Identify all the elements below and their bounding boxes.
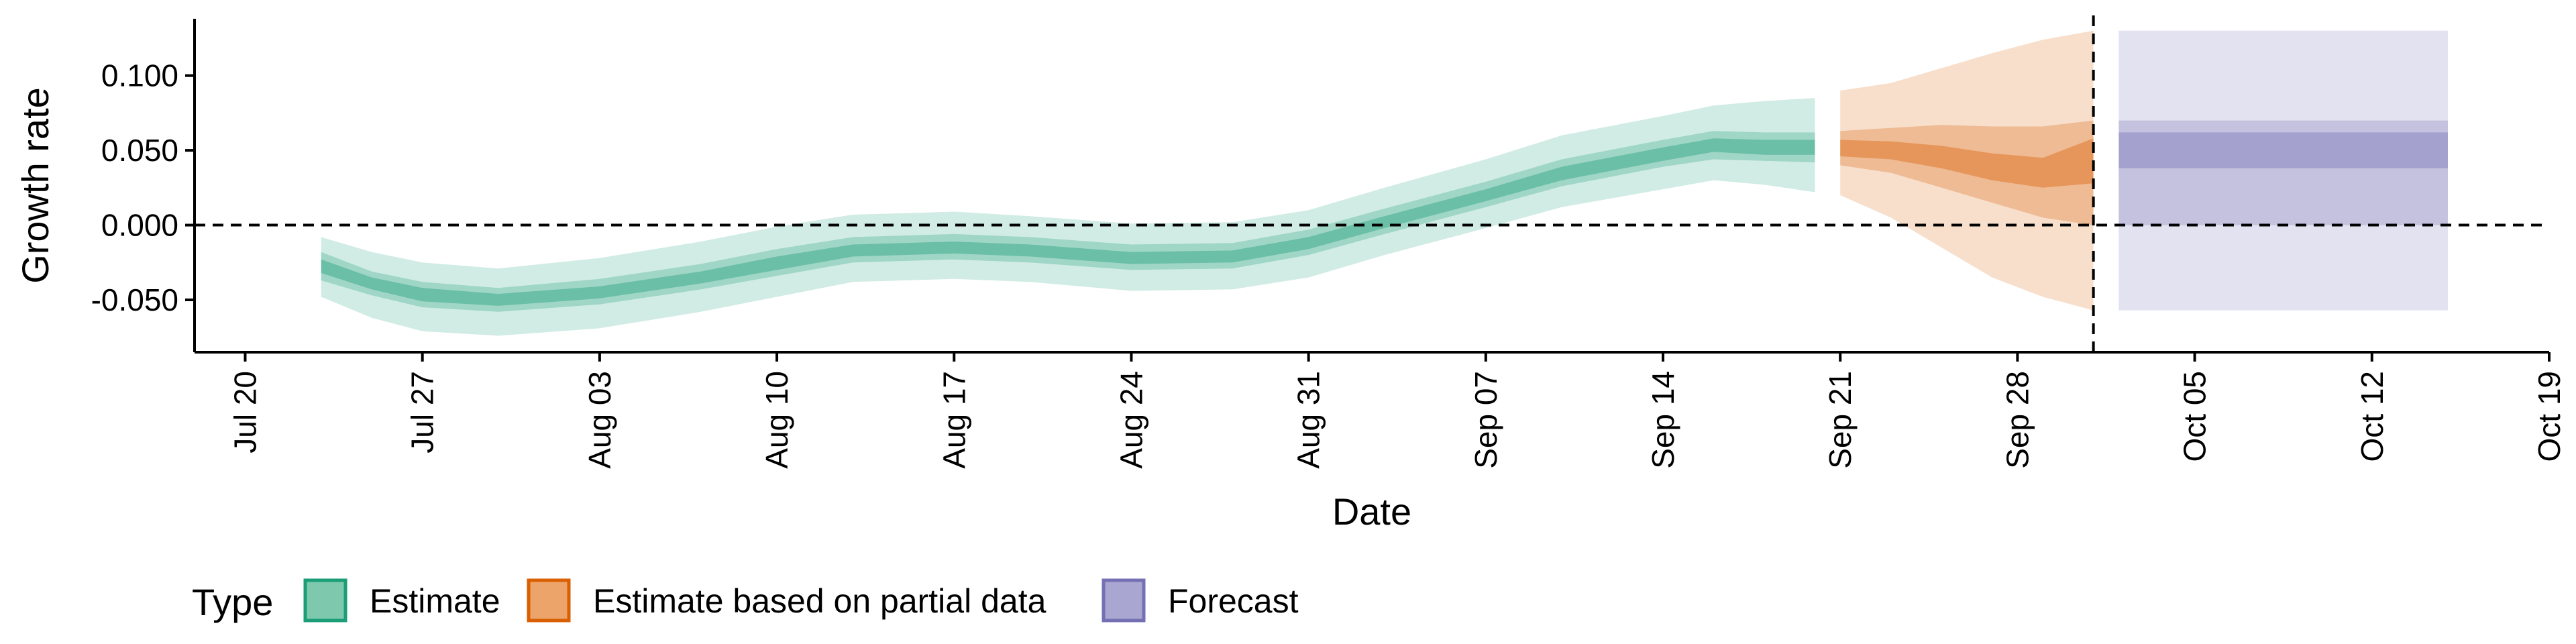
legend-item-estimate: Estimate	[303, 578, 500, 623]
x-tick-label: Jul 27	[405, 371, 440, 453]
legend: Type Estimate Estimate based on partial da…	[192, 578, 1299, 623]
legend-label: Forecast	[1168, 582, 1299, 620]
legend-label: Estimate based on partial data	[593, 582, 1046, 620]
x-tick-label: Sep 28	[2000, 371, 2035, 469]
x-tick-label: Aug 17	[936, 371, 971, 469]
x-tick-label: Sep 14	[1646, 371, 1680, 469]
legend-item-estimate-based-on-partial-data: Estimate based on partial data	[527, 578, 1046, 623]
legend-title: Type	[192, 581, 273, 623]
reference-lines	[195, 15, 2549, 352]
band-90-2	[2118, 30, 2448, 311]
y-tick-label: 0.000	[101, 208, 178, 243]
series-estimate-based-on-partial-data	[1840, 30, 2094, 311]
x-tick-label: Aug 24	[1114, 371, 1148, 469]
x-tick-label: Aug 31	[1291, 371, 1326, 469]
series-estimate	[321, 98, 1815, 336]
legend-swatch	[527, 578, 571, 623]
legend-label: Estimate	[370, 582, 500, 620]
y-tick-label: -0.050	[91, 282, 178, 317]
legend-item-forecast: Forecast	[1102, 578, 1299, 623]
x-tick-label: Oct 12	[2355, 371, 2390, 462]
x-tick-label: Oct 19	[2532, 371, 2567, 462]
band-20-1	[1840, 138, 2094, 188]
x-tick-label: Oct 05	[2178, 371, 2212, 462]
y-axis-title: Growth rate	[14, 87, 56, 284]
y-tick-label: 0.100	[101, 58, 178, 93]
band-50-1	[1840, 120, 2094, 225]
x-tick-label: Aug 10	[759, 371, 794, 469]
y-tick-label: 0.050	[101, 133, 178, 168]
x-tick-label: Sep 21	[1823, 371, 1858, 469]
x-tick-label: Jul 20	[227, 371, 262, 453]
uncertainty-bands	[321, 30, 2448, 336]
series-forecast	[2118, 30, 2448, 311]
legend-swatch	[303, 578, 347, 623]
legend-swatch	[1102, 578, 1146, 623]
band-20-0	[321, 138, 1815, 306]
axes: -0.050 0.000 0.050 0.100 Jul 20 Jul 27 Aug 03 A…	[14, 19, 2567, 533]
band-90-0	[321, 98, 1815, 336]
x-axis-title: Date	[1332, 490, 1411, 533]
x-tick-label: Sep 07	[1468, 371, 1503, 469]
band-50-0	[321, 131, 1815, 312]
band-50-2	[2118, 120, 2448, 225]
x-tick-label: Aug 03	[582, 371, 617, 469]
band-90-1	[1840, 30, 2094, 311]
band-20-2	[2118, 132, 2448, 168]
